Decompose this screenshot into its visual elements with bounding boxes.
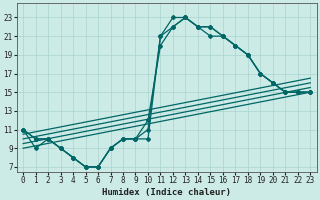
X-axis label: Humidex (Indice chaleur): Humidex (Indice chaleur) <box>102 188 231 197</box>
